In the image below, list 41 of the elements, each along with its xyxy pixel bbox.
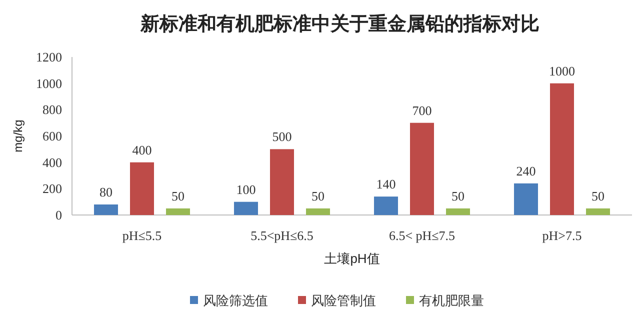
x-tick-label: pH≤5.5	[122, 228, 162, 243]
data-label: 100	[236, 182, 256, 197]
data-label: 50	[312, 188, 324, 204]
bar	[130, 162, 154, 215]
legend-label: 风险管制值	[311, 293, 376, 308]
bar	[234, 202, 258, 215]
data-label: 50	[452, 188, 464, 204]
y-tick-label: 600	[42, 128, 62, 144]
bar	[94, 204, 118, 215]
bar	[514, 183, 538, 215]
bar	[270, 149, 294, 215]
legend-label: 有机肥限量	[419, 293, 484, 308]
y-axis-title: mg/kg	[11, 120, 25, 152]
chart-title: 新标准和有机肥标准中关于重金属铅的指标对比	[140, 13, 540, 35]
data-label: 50	[172, 188, 184, 204]
y-tick-label: 1200	[36, 50, 62, 64]
y-tick-label: 800	[42, 102, 62, 118]
bar	[166, 208, 190, 215]
y-tick-label: 200	[42, 181, 62, 196]
data-label: 140	[376, 176, 396, 192]
bar	[374, 196, 398, 215]
y-tick-label: 1000	[36, 76, 62, 91]
bar	[446, 208, 470, 215]
y-tick-label: 0	[56, 208, 62, 222]
y-tick-label: 400	[42, 154, 62, 170]
data-label: 50	[592, 188, 604, 204]
bar	[410, 122, 434, 215]
x-tick-label: pH>7.5	[542, 228, 582, 243]
bar	[306, 208, 330, 215]
x-tick-label: 6.5< pH≤7.5	[388, 228, 456, 243]
bar	[550, 83, 574, 215]
x-axis-title: 土壤pH值	[324, 251, 380, 266]
data-label: 240	[516, 163, 536, 178]
data-label: 1000	[549, 63, 575, 78]
data-label: 700	[412, 102, 432, 118]
bar	[586, 208, 610, 215]
data-label: 400	[132, 142, 152, 158]
data-label: 80	[100, 184, 112, 200]
legend-label: 风险筛选值	[203, 293, 268, 308]
data-label: 500	[272, 129, 292, 144]
x-tick-label: 5.5<pH≤6.5	[250, 228, 314, 243]
